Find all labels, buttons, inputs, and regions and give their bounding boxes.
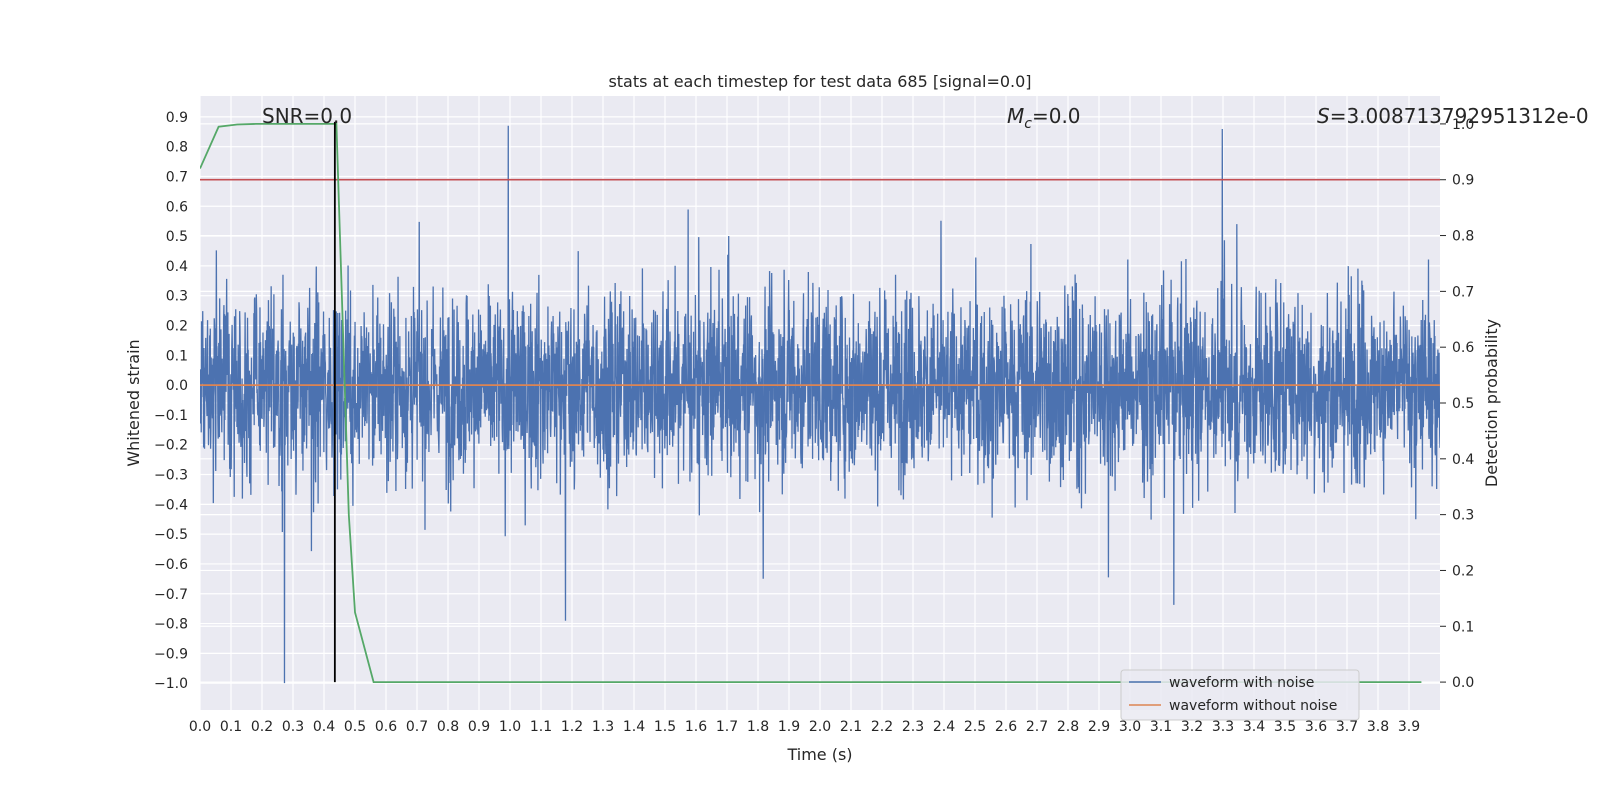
y-tick-label: 0.4 [166,259,188,275]
x-tick-label: 2.0 [809,719,831,735]
y-tick-label: 0.0 [166,378,188,394]
x-tick-label: 0.3 [282,719,304,735]
y2-tick-label: 0.9 [1452,173,1474,189]
x-tick-label: 0.9 [468,719,490,735]
x-tick-label: 3.4 [1243,719,1265,735]
y-tick-label: −0.1 [154,408,188,424]
x-axis-label: Time (s) [786,745,852,764]
x-tick-labels: 0.0 0.1 0.2 0.3 0.4 0.5 0.6 0.7 0.8 0.9 1.0 1.1 1.2 1… [189,719,1420,735]
series-detection-probability [200,123,1422,683]
y-tick-label: 0.1 [166,348,188,364]
x-tick-label: 1.1 [530,719,552,735]
y-tick-labels: 0.9 0.8 0.7 0.6 0.5 0.4 0.3 0.2 0.1 0.0 −0.1 −0.2 −0… [154,110,188,692]
annotation-snr: SNR=0.0 [262,104,352,128]
x-tick-label: 3.1 [1150,719,1172,735]
y2-axis-label: Detection probability [1482,319,1501,487]
x-tick-label: 0.5 [344,719,366,735]
y2-tick-labels: 1.0 0.9 0.8 0.7 0.6 0.5 0.4 0.3 0.2 0.1 0.0 [1440,117,1474,691]
annotation-mc-value: =0.0 [1032,104,1081,128]
legend-label-clean: waveform without noise [1169,698,1337,714]
y-axis-label: Whitened strain [124,339,143,466]
y-tick-label: −0.6 [154,557,188,573]
y-tick-label: −1.0 [154,676,188,692]
y-tick-label: −0.3 [154,468,188,484]
y2-tick-label: 0.2 [1452,563,1474,579]
x-tick-label: 3.7 [1336,719,1358,735]
x-tick-label: 1.2 [561,719,583,735]
y-tick-label: −0.2 [154,438,188,454]
x-tick-label: 0.8 [437,719,459,735]
x-tick-label: 3.8 [1367,719,1389,735]
y-tick-label: −0.8 [154,617,188,633]
x-tick-label: 1.9 [778,719,800,735]
y2-tick-label: 0.5 [1452,396,1474,412]
y-tick-label: 0.8 [166,140,188,156]
legend: waveform with noise waveform without noi… [1120,669,1360,721]
x-tick-label: 0.4 [313,719,335,735]
x-tick-label: 1.3 [592,719,614,735]
x-tick-label: 3.9 [1398,719,1420,735]
x-tick-label: 1.4 [623,719,645,735]
x-tick-label: 0.1 [220,719,242,735]
x-tick-label: 2.1 [840,719,862,735]
x-tick-label: 3.3 [1212,719,1234,735]
x-tick-label: 3.2 [1181,719,1203,735]
y-tick-label: 0.7 [166,169,188,185]
legend-box [1120,669,1360,721]
series-layer [200,121,1440,684]
x-tick-label: 3.5 [1274,719,1296,735]
y-tick-label: −0.9 [154,646,188,662]
annotation-mc-symbol: M [1007,104,1024,128]
legend-label-noise: waveform with noise [1169,675,1314,691]
annotation-s: S=3.008713792951312e-0 [1317,104,1589,128]
y2-tick-label: 0.6 [1452,340,1474,356]
x-tick-label: 0.7 [406,719,428,735]
x-tick-label: 0.2 [251,719,273,735]
series-waveform-with-noise [200,125,1440,684]
x-tick-label: 0.6 [375,719,397,735]
y-tick-label: −0.4 [154,497,188,513]
x-tick-label: 3.6 [1305,719,1327,735]
y-tick-label: −0.5 [154,527,188,543]
annotation-mc: Mc=0.0 [1007,104,1081,132]
y-tick-label: 0.9 [166,110,188,126]
y2-tick-label: 0.0 [1452,675,1474,691]
y-tick-label: −0.7 [154,587,188,603]
x-tick-label: 2.6 [995,719,1017,735]
x-tick-label: 2.5 [964,719,986,735]
chart-title: stats at each timestep for test data 685… [608,72,1031,91]
x-tick-label: 2.4 [933,719,955,735]
y-tick-label: 0.5 [166,229,188,245]
x-tick-label: 1.6 [685,719,707,735]
annotation-s-symbol: S [1317,104,1330,128]
y2-tick-label: 0.1 [1452,619,1474,635]
x-tick-label: 2.3 [902,719,924,735]
x-tick-label: 2.8 [1057,719,1079,735]
annotation-s-value: =3.008713792951312e-0 [1330,104,1589,128]
y-tick-label: 0.2 [166,319,188,335]
x-tick-label: 2.7 [1026,719,1048,735]
y-tick-label: 0.3 [166,289,188,305]
y2-tick-label: 0.8 [1452,229,1474,245]
x-tick-label: 1.8 [747,719,769,735]
x-tick-label: 2.2 [871,719,893,735]
y2-tick-label: 0.7 [1452,284,1474,300]
annotation-mc-subscript: c [1024,116,1032,132]
x-tick-label: 1.5 [654,719,676,735]
x-tick-label: 0.0 [189,719,211,735]
y2-tick-label: 0.4 [1452,452,1474,468]
x-tick-label: 3.0 [1119,719,1141,735]
x-tick-label: 1.7 [716,719,738,735]
x-tick-label: 1.0 [499,719,521,735]
y-tick-label: 0.6 [166,199,188,215]
x-tick-label: 2.9 [1088,719,1110,735]
y2-tick-label: 0.3 [1452,508,1474,524]
y2-tick-label: 1.0 [1452,117,1474,133]
